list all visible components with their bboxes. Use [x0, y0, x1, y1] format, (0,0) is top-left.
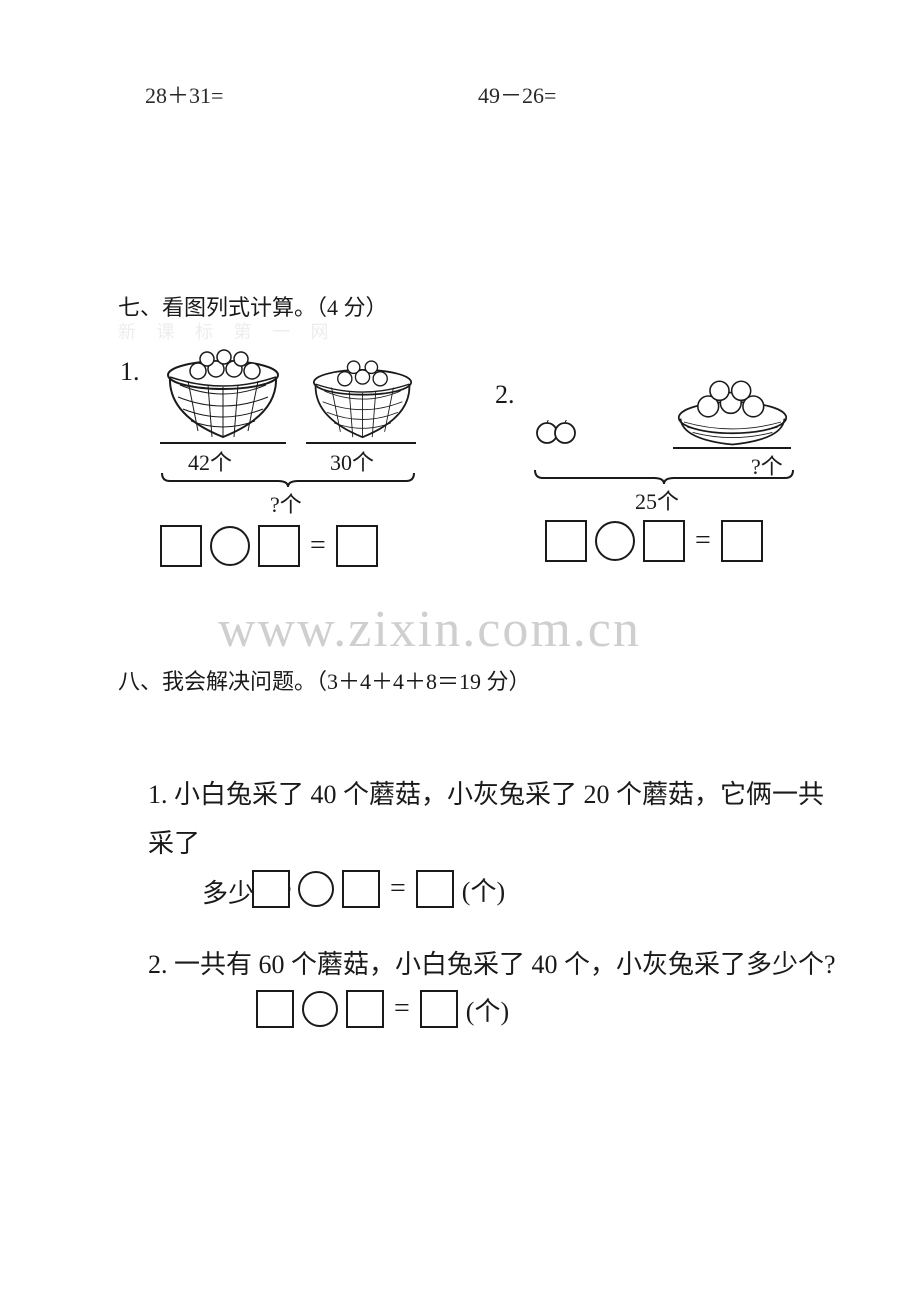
blank-box[interactable]	[342, 870, 380, 908]
blank-box[interactable]	[643, 520, 685, 562]
q1-line1: 1. 小白兔采了 40 个蘑菇，小灰兔采了 20 个蘑菇，它俩一共采了	[148, 780, 824, 858]
worksheet-page: 28＋31= 49－26= 七、看图列式计算。（4 分） 新 课 标 第 一 网…	[0, 0, 920, 1302]
q2-equation-row: = (个)	[256, 990, 509, 1028]
problem-2: 2. ?个 25个	[495, 360, 815, 580]
blank-box[interactable]	[258, 525, 300, 567]
equation-1-row: =	[160, 525, 378, 567]
blank-box[interactable]	[252, 870, 290, 908]
problem-1-number: 1.	[120, 357, 140, 387]
q2-unit: (个)	[466, 991, 509, 1028]
watermark-big: www.zixin.com.cn	[218, 600, 641, 659]
operator-circle[interactable]	[595, 521, 635, 561]
equation-left: 28＋31=	[145, 78, 223, 110]
total-2-label: 25个	[635, 484, 679, 516]
basket-left-icon	[158, 345, 288, 445]
blank-box[interactable]	[160, 525, 202, 567]
word-problem-2: 2. 一共有 60 个蘑菇，小白兔采了 40 个，小灰兔采了多少个?	[148, 940, 848, 989]
operator-circle[interactable]	[302, 991, 338, 1027]
blank-box[interactable]	[420, 990, 458, 1028]
equation-right: 49－26=	[478, 78, 556, 110]
problem-1: 1.	[120, 345, 460, 585]
q1-unit: (个)	[462, 871, 505, 908]
underline-1a	[160, 442, 286, 444]
blank-box[interactable]	[346, 990, 384, 1028]
blank-box[interactable]	[256, 990, 294, 1028]
operator-circle[interactable]	[210, 526, 250, 566]
basket-right-icon	[305, 355, 420, 445]
underline-1b	[306, 442, 416, 444]
watermark-faint: 新 课 标 第 一 网	[118, 318, 337, 344]
section-8-title: 八、我会解决问题。（3＋4＋4＋8＝19 分）	[118, 664, 531, 696]
equals-sign: =	[693, 525, 713, 557]
blank-box[interactable]	[721, 520, 763, 562]
operator-circle[interactable]	[298, 871, 334, 907]
equals-sign: =	[308, 530, 328, 562]
equals-sign: =	[388, 873, 408, 905]
q2-line1: 2. 一共有 60 个蘑菇，小白兔采了 40 个，小灰兔采了多少个?	[148, 950, 836, 979]
equation-2-row: =	[545, 520, 763, 562]
nest-basket-icon	[670, 370, 795, 448]
q1-equation-row: = (个)	[252, 870, 505, 908]
question-1-label: ?个	[270, 487, 302, 519]
blank-box[interactable]	[416, 870, 454, 908]
two-fruits-icon	[535, 420, 579, 446]
blank-box[interactable]	[336, 525, 378, 567]
equals-sign: =	[392, 993, 412, 1025]
blank-box[interactable]	[545, 520, 587, 562]
problem-2-number: 2.	[495, 380, 515, 410]
